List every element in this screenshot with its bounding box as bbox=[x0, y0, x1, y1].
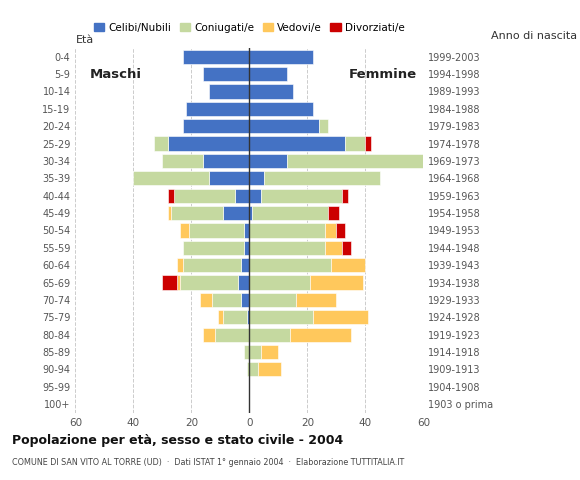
Bar bbox=[249, 171, 264, 185]
Text: Maschi: Maschi bbox=[90, 68, 142, 81]
Bar bbox=[180, 276, 238, 289]
Bar bbox=[168, 136, 249, 151]
Bar bbox=[342, 189, 348, 203]
Bar bbox=[336, 223, 345, 238]
Bar bbox=[249, 240, 325, 255]
Bar bbox=[365, 136, 371, 151]
Bar bbox=[249, 258, 331, 272]
Bar bbox=[241, 293, 249, 307]
Bar bbox=[133, 171, 209, 185]
Bar bbox=[209, 84, 249, 98]
Bar bbox=[183, 240, 244, 255]
Bar bbox=[310, 276, 362, 289]
Bar bbox=[215, 327, 249, 342]
Bar bbox=[180, 223, 189, 238]
Bar bbox=[246, 310, 249, 324]
Bar bbox=[203, 154, 249, 168]
Bar bbox=[218, 310, 223, 324]
Bar bbox=[168, 206, 171, 220]
Bar bbox=[249, 189, 261, 203]
Bar bbox=[244, 240, 249, 255]
Bar bbox=[249, 276, 310, 289]
Bar bbox=[223, 310, 246, 324]
Bar bbox=[249, 154, 287, 168]
Text: Popolazione per età, sesso e stato civile - 2004: Popolazione per età, sesso e stato civil… bbox=[12, 434, 343, 447]
Bar bbox=[290, 327, 351, 342]
Bar bbox=[313, 310, 368, 324]
Bar bbox=[287, 154, 423, 168]
Bar bbox=[249, 84, 293, 98]
Bar bbox=[162, 154, 203, 168]
Bar bbox=[331, 258, 365, 272]
Bar bbox=[249, 206, 252, 220]
Bar bbox=[162, 276, 177, 289]
Bar bbox=[342, 240, 351, 255]
Bar bbox=[249, 293, 296, 307]
Bar bbox=[186, 102, 249, 116]
Bar bbox=[154, 136, 168, 151]
Bar bbox=[252, 206, 328, 220]
Bar bbox=[261, 345, 278, 359]
Bar bbox=[319, 119, 328, 133]
Bar bbox=[177, 276, 180, 289]
Text: COMUNE DI SAN VITO AL TORRE (UD)  ·  Dati ISTAT 1° gennaio 2004  ·  Elaborazione: COMUNE DI SAN VITO AL TORRE (UD) · Dati … bbox=[12, 458, 404, 468]
Bar bbox=[209, 171, 249, 185]
Bar bbox=[241, 258, 249, 272]
Bar bbox=[325, 240, 342, 255]
Bar bbox=[171, 206, 223, 220]
Bar bbox=[174, 189, 235, 203]
Bar bbox=[249, 223, 325, 238]
Bar bbox=[183, 49, 249, 64]
Bar bbox=[249, 67, 287, 81]
Bar bbox=[249, 136, 345, 151]
Bar bbox=[238, 276, 249, 289]
Text: Femmine: Femmine bbox=[349, 68, 417, 81]
Bar bbox=[188, 223, 244, 238]
Bar bbox=[168, 189, 174, 203]
Bar bbox=[203, 67, 249, 81]
Bar bbox=[249, 119, 319, 133]
Text: Età: Età bbox=[75, 35, 93, 45]
Bar bbox=[261, 189, 342, 203]
Bar bbox=[249, 310, 313, 324]
Bar bbox=[223, 206, 249, 220]
Bar bbox=[177, 258, 183, 272]
Bar bbox=[249, 49, 313, 64]
Bar bbox=[258, 362, 281, 376]
Bar bbox=[246, 362, 249, 376]
Bar bbox=[235, 189, 249, 203]
Bar bbox=[249, 327, 290, 342]
Bar bbox=[244, 223, 249, 238]
Bar bbox=[183, 258, 241, 272]
Bar bbox=[212, 293, 241, 307]
Bar bbox=[183, 119, 249, 133]
Bar bbox=[249, 102, 313, 116]
Legend: Celibi/Nubili, Coniugati/e, Vedovi/e, Divorziati/e: Celibi/Nubili, Coniugati/e, Vedovi/e, Di… bbox=[90, 19, 409, 37]
Bar bbox=[328, 206, 339, 220]
Bar bbox=[249, 362, 258, 376]
Text: Anno di nascita: Anno di nascita bbox=[491, 31, 577, 41]
Bar bbox=[203, 327, 215, 342]
Bar bbox=[264, 171, 380, 185]
Bar bbox=[325, 223, 336, 238]
Bar bbox=[345, 136, 365, 151]
Bar bbox=[244, 345, 249, 359]
Bar bbox=[296, 293, 336, 307]
Bar bbox=[200, 293, 212, 307]
Bar bbox=[249, 345, 261, 359]
